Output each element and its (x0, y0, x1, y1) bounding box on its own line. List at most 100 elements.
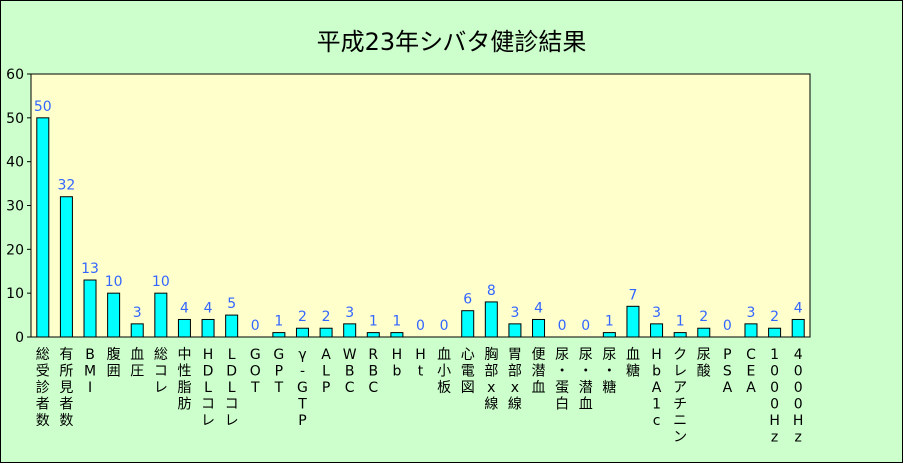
category-label: H D L コレ (201, 347, 215, 429)
bar (272, 332, 286, 338)
bar (225, 314, 239, 338)
bar (130, 323, 144, 338)
category-label: 便潜血 (532, 347, 546, 396)
category-label: 血圧 (130, 347, 144, 380)
category-label: 有所見者数 (59, 347, 73, 429)
data-label: 3 (747, 305, 756, 321)
data-label: 0 (440, 318, 449, 334)
data-label: 13 (81, 261, 99, 277)
category-label: 尿・糖 (602, 347, 616, 396)
category-label: 腹囲 (107, 346, 121, 380)
data-label: 4 (534, 300, 543, 316)
chart-title: 平成23年シバタ健診結果 (316, 28, 587, 56)
category-label: 中性脂肪 (177, 347, 191, 413)
data-label: 3 (345, 305, 354, 321)
data-label: 3 (133, 305, 142, 321)
category-label: クレアチニン (673, 347, 687, 446)
category-label: 尿・蛋白 (555, 347, 569, 413)
data-label: 0 (251, 318, 260, 334)
bar (295, 327, 309, 338)
data-label: 7 (628, 287, 637, 303)
data-label: 10 (105, 274, 123, 290)
bar (59, 196, 73, 338)
data-label: 0 (581, 318, 590, 334)
data-label: 3 (510, 305, 519, 321)
bar (508, 323, 522, 338)
data-label: 2 (699, 309, 708, 325)
bar (532, 318, 546, 338)
category-label: 尿酸 (697, 347, 711, 380)
data-label: 1 (605, 314, 614, 330)
plot-area (30, 73, 811, 338)
data-label: 1 (392, 314, 401, 330)
bar (154, 292, 168, 338)
bar (343, 323, 357, 338)
y-tick-label: 40 (6, 155, 24, 171)
category-label: L D L コレ (225, 347, 239, 429)
data-label: 2 (322, 309, 331, 325)
data-label: 6 (463, 292, 472, 308)
category-label: 総コレ (154, 347, 168, 396)
bar (366, 332, 380, 338)
category-label: 胃部 x 線 (508, 347, 522, 413)
data-label: 8 (487, 283, 496, 299)
data-label: 32 (57, 178, 75, 194)
data-label: 1 (369, 314, 378, 330)
y-tick-label: 30 (6, 199, 24, 215)
bar (744, 323, 758, 338)
data-label: 2 (770, 309, 779, 325)
data-label: 0 (558, 318, 567, 334)
data-label: 2 (298, 309, 307, 325)
category-label: 総受診者数 (36, 347, 50, 429)
category-label: 血小板 (437, 347, 451, 396)
data-label: 4 (204, 300, 213, 316)
y-tick-label: 0 (15, 330, 24, 346)
bar (791, 318, 805, 338)
bar (201, 318, 215, 338)
y-tick-label: 10 (6, 286, 24, 302)
data-label: 0 (723, 318, 732, 334)
data-label: 50 (34, 99, 52, 115)
data-label: 3 (652, 305, 661, 321)
bar (673, 332, 687, 338)
category-label: 血糖 (626, 347, 640, 380)
data-label: 4 (794, 300, 803, 316)
data-label: 1 (274, 314, 283, 330)
bar (484, 301, 498, 338)
bar (602, 332, 616, 338)
category-label: 胸部 x 線 (484, 347, 498, 413)
bar (390, 332, 404, 338)
category-label: γ -G T P (297, 347, 308, 429)
bar (177, 318, 191, 338)
bar (650, 323, 664, 338)
data-label: 0 (416, 318, 425, 334)
category-label: 尿・潜血 (579, 347, 593, 413)
bar (461, 310, 475, 338)
category-label: 心電図 (461, 347, 475, 396)
bar (768, 327, 782, 338)
bar (319, 327, 333, 338)
y-tick-label: 60 (6, 67, 24, 83)
data-label: 10 (152, 274, 170, 290)
data-label: 5 (227, 296, 236, 312)
bar (697, 327, 711, 338)
bar (36, 117, 50, 338)
bar (107, 292, 121, 338)
bar (626, 305, 640, 338)
y-tick-label: 50 (6, 111, 24, 127)
data-label: 1 (676, 314, 685, 330)
